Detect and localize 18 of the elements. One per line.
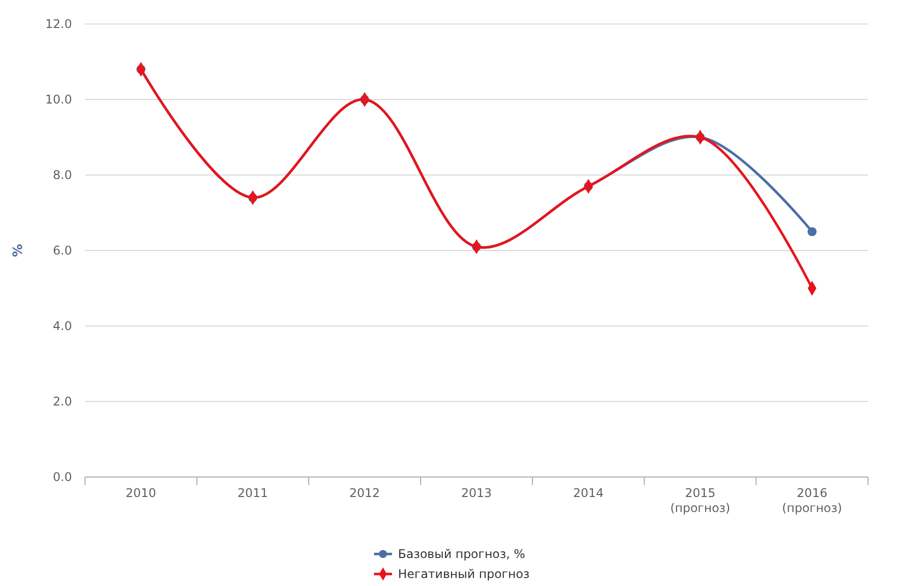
x-tick-label: 2011 [238,486,268,500]
x-tick-label: 2012 [349,486,380,500]
y-tick-label: 12.0 [45,16,72,31]
x-tick-label: 2013 [461,486,492,500]
x-tick-label: 2010 [126,486,156,500]
legend-label: Негативный прогноз [398,567,530,581]
x-tick-label: 2016 (прогноз) [782,486,842,515]
y-tick-label: 2.0 [52,394,72,408]
y-tick-label: 0.0 [52,470,72,484]
y-tick-label: 6.0 [52,243,72,258]
legend-label: Базовый прогноз, % [398,547,526,561]
y-tick-label: 8.0 [52,168,72,182]
y-tick-label: 4.0 [52,318,72,333]
y-axis-title: % [11,244,26,258]
x-tick-label: 2015 (прогноз) [670,486,730,515]
y-tick-label: 10.0 [45,92,72,106]
point [808,227,817,236]
x-tick-label: 2014 [573,486,604,500]
